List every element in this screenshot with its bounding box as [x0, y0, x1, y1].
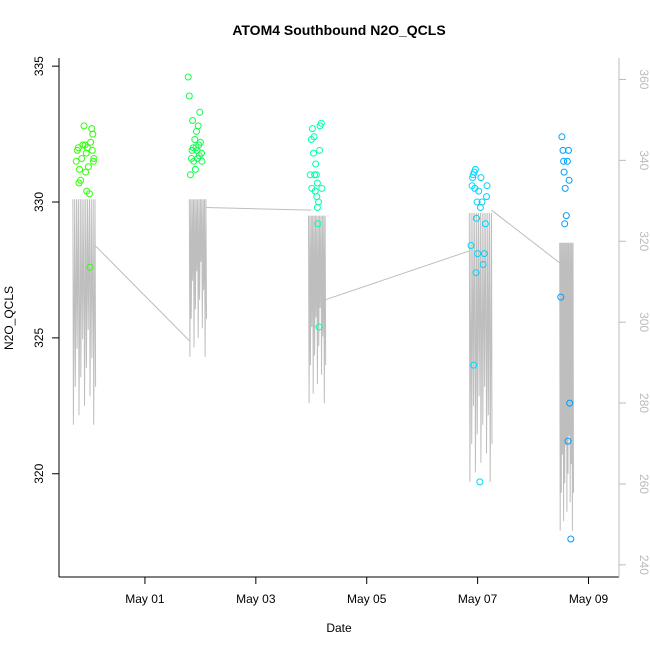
y2-tick-label: 340 — [637, 150, 650, 170]
data-point — [80, 122, 88, 130]
data-point — [88, 146, 96, 154]
data-point — [82, 168, 90, 176]
data-point — [191, 165, 199, 173]
x-tick-label: May 03 — [236, 592, 276, 606]
data-point — [565, 146, 572, 154]
data-point — [560, 157, 568, 165]
data-point — [473, 198, 481, 206]
x-tick-label: May 05 — [347, 592, 387, 606]
x-tick-label: May 07 — [458, 592, 498, 606]
transit-line — [324, 250, 470, 301]
x-axis-title: Date — [326, 621, 352, 635]
data-point — [184, 73, 192, 81]
data-point — [316, 146, 324, 154]
data-point — [198, 149, 205, 157]
data-point — [86, 190, 93, 198]
data-point — [566, 399, 574, 407]
data-point — [561, 220, 569, 228]
data-point — [308, 125, 316, 133]
data-point — [565, 176, 573, 184]
profile-trace — [468, 212, 493, 482]
data-point — [89, 157, 97, 165]
transit-line — [205, 206, 312, 211]
y2-tick-label: 300 — [637, 312, 650, 332]
data-point — [72, 157, 80, 165]
data-point — [78, 155, 86, 162]
data-point — [191, 136, 199, 143]
data-point — [564, 437, 572, 445]
data-point — [86, 263, 94, 271]
y-tick-label: 320 — [32, 463, 46, 483]
y2-tick-label: 240 — [637, 555, 650, 575]
y-tick-label: 330 — [32, 192, 46, 212]
transit-line — [94, 245, 190, 341]
profile-trace — [559, 242, 574, 531]
chart-title: ATOM4 Southbound N2O_QCLS — [232, 22, 445, 38]
data-point — [475, 187, 483, 195]
x-tick-label: May 01 — [125, 592, 165, 606]
data-point — [563, 157, 571, 165]
data-point — [481, 220, 489, 228]
data-point — [90, 155, 98, 162]
transit-line — [491, 209, 563, 265]
data-point — [89, 130, 97, 138]
data-point — [473, 214, 480, 222]
y2-tick-label: 280 — [637, 393, 650, 413]
data-point — [84, 163, 92, 171]
data-point — [558, 133, 566, 141]
data-point — [467, 242, 475, 249]
data-point — [472, 269, 480, 277]
x-tick-label: May 09 — [569, 592, 609, 606]
data-point — [312, 171, 320, 179]
data-point — [480, 250, 488, 258]
y2-tick-label: 260 — [637, 474, 650, 494]
y-tick-label: 325 — [32, 328, 46, 348]
data-point — [185, 92, 193, 100]
data-point — [310, 149, 317, 157]
data-point — [470, 361, 478, 369]
data-point — [75, 179, 83, 187]
data-point — [198, 157, 206, 165]
data-point — [477, 174, 485, 182]
y2-tick-label: 360 — [637, 69, 650, 89]
data-point — [189, 117, 197, 124]
data-point — [87, 138, 95, 146]
data-point — [88, 125, 96, 133]
y2-tick-label: 320 — [637, 231, 650, 251]
plot-area: May 01 May 03 May 05 May 07 May 09 320 325 330 3… — [32, 56, 650, 606]
data-point — [479, 261, 487, 268]
data-point — [471, 165, 479, 173]
data-point — [194, 122, 202, 130]
data-point — [476, 478, 484, 486]
profile-trace — [188, 199, 207, 357]
data-point — [186, 171, 194, 179]
data-point — [313, 204, 321, 211]
data-point — [196, 108, 204, 116]
data-point — [567, 535, 575, 543]
data-point — [483, 182, 491, 190]
data-point — [196, 138, 204, 146]
data-point — [315, 323, 323, 331]
data-point — [313, 179, 321, 187]
data-point — [561, 184, 569, 192]
data-point — [474, 250, 482, 258]
data-point — [478, 198, 486, 206]
data-point — [560, 168, 568, 176]
data-point — [310, 133, 318, 141]
data-point — [312, 160, 320, 168]
data-point — [317, 119, 325, 127]
data-point — [318, 184, 326, 192]
y-tick-label: 335 — [32, 56, 46, 76]
data-point — [562, 212, 570, 220]
data-point — [315, 198, 322, 206]
data-point — [557, 293, 565, 301]
y-axis-title: N2O_QCLS — [2, 286, 16, 350]
data-point — [483, 193, 490, 201]
profile-trace — [72, 199, 97, 425]
profile-trace — [308, 215, 327, 404]
data-point — [314, 220, 322, 228]
data-point — [76, 165, 83, 173]
